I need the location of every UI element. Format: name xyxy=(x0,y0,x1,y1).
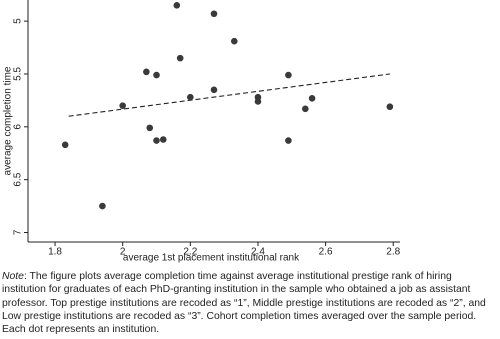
y-tick-label: 7 xyxy=(13,229,24,235)
x-tick-label: 2.8 xyxy=(386,247,400,258)
chart: average 1st placement institutional rank… xyxy=(3,0,401,264)
x-axis-title: average 1st placement institutional rank xyxy=(123,253,300,264)
x-tick-label: 2 xyxy=(120,247,126,258)
point xyxy=(143,68,150,76)
point xyxy=(285,137,292,144)
y-axis-title: average completion time xyxy=(3,66,14,175)
x-tick-label: 2.4 xyxy=(251,247,265,258)
point xyxy=(210,10,218,18)
note-text: : The figure plots average completion ti… xyxy=(2,271,486,336)
point xyxy=(230,37,238,45)
point xyxy=(61,141,69,149)
point xyxy=(99,202,106,210)
point xyxy=(119,102,126,109)
y-tick-label: 5.5 xyxy=(13,67,24,81)
note-label: Note xyxy=(2,271,24,282)
x-tick-label: 2.6 xyxy=(319,247,333,258)
point xyxy=(159,136,167,143)
point xyxy=(153,71,160,79)
y-tick-label: 6 xyxy=(13,124,24,130)
point xyxy=(146,124,154,132)
point xyxy=(187,93,194,101)
point xyxy=(285,71,292,79)
x-tick-label: 1.8 xyxy=(48,247,62,258)
point xyxy=(173,1,181,9)
trend-line xyxy=(68,73,390,117)
x-tick-label: 2.2 xyxy=(183,247,197,258)
y-tick-label: 5 xyxy=(13,18,24,24)
point xyxy=(308,94,316,102)
point xyxy=(302,105,309,113)
point xyxy=(176,54,184,62)
point xyxy=(386,103,394,111)
point xyxy=(153,137,160,144)
note: Note: The figure plots average completio… xyxy=(2,270,498,336)
y-tick-label: 6.5 xyxy=(13,172,24,186)
point xyxy=(210,86,218,94)
point xyxy=(254,98,262,105)
